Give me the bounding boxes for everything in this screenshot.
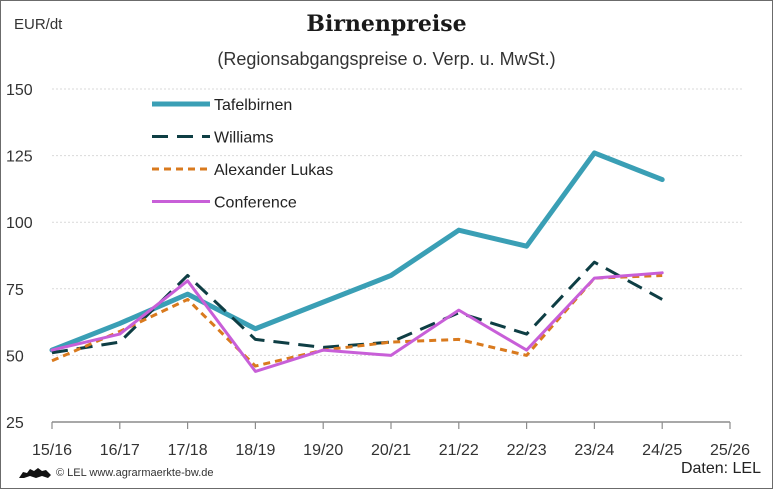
y-axis-unit: EUR/dt: [14, 16, 63, 33]
y-tick-label: 100: [6, 215, 33, 232]
y-tick-label: 150: [6, 82, 33, 99]
series-line-williams: [51, 260, 663, 355]
legend-label: Conference: [214, 195, 297, 212]
series-line-conference: [50, 271, 664, 373]
legend-label: Williams: [214, 130, 274, 147]
x-tick-label: 21/22: [439, 442, 479, 459]
chart-title: Birnenpreise: [306, 11, 467, 37]
series-line-alexander-lukas: [51, 273, 663, 368]
y-tick-label: 50: [6, 348, 24, 365]
x-tick-label: 24/25: [642, 442, 682, 459]
y-tick-label: 75: [6, 282, 24, 299]
x-tick-label: 22/23: [507, 442, 547, 459]
x-tick-label: 23/24: [574, 442, 614, 459]
y-tick-label: 25: [6, 415, 24, 432]
x-tick-label: 25/26: [710, 442, 750, 459]
x-tick-label: 18/19: [235, 442, 275, 459]
x-tick-label: 17/18: [168, 442, 208, 459]
source-note: © LEL www.agrarmaerkte-bw.de: [18, 466, 214, 480]
x-tick-label: 19/20: [303, 442, 343, 459]
legend-label: Tafelbirnen: [214, 97, 292, 114]
legend-label: Alexander Lukas: [214, 162, 333, 179]
x-tick-label: 15/16: [32, 442, 72, 459]
chart-subtitle: (Regionsabgangspreise o. Verp. u. MwSt.): [217, 49, 556, 69]
x-tick-label: 16/17: [100, 442, 140, 459]
data-credit: Daten: LEL: [680, 460, 761, 477]
y-tick-label: 125: [6, 149, 33, 166]
x-tick-label: 20/21: [371, 442, 411, 459]
lion-icon: [19, 468, 51, 478]
source-text: © LEL www.agrarmaerkte-bw.de: [56, 467, 214, 479]
